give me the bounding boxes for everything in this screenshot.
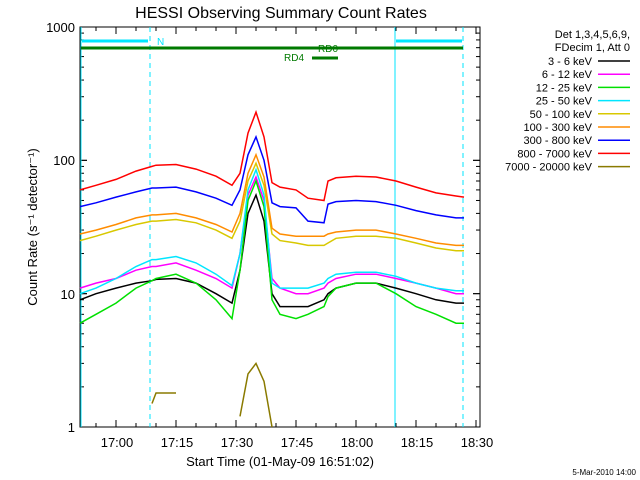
legend-label: 12 - 25 keV xyxy=(536,82,593,94)
series-line-4 xyxy=(79,161,464,252)
x-tick-label: 18:00 xyxy=(341,435,374,450)
series-line-6 xyxy=(79,134,464,224)
legend-label: 7000 - 20000 keV xyxy=(505,162,593,174)
legend-label: 100 - 300 keV xyxy=(524,122,593,134)
series-line-2 xyxy=(79,178,464,324)
y-tick-label: 10 xyxy=(61,287,75,302)
series-line-0 xyxy=(79,192,464,308)
x-tick-label: 18:15 xyxy=(401,435,434,450)
legend: Det 1,3,4,5,6,9, FDecim 1, Att 0 3 - 6 k… xyxy=(505,29,630,174)
legend-header: Det 1,3,4,5,6,9, xyxy=(555,29,630,41)
annotation-rd0: RD0 xyxy=(318,44,338,55)
legend-label: 50 - 100 keV xyxy=(530,109,593,121)
series-line-8 xyxy=(239,361,273,428)
x-tick-label: 17:00 xyxy=(101,435,134,450)
y-tick-label: 100 xyxy=(53,153,75,168)
x-tick-label: 18:30 xyxy=(461,435,494,450)
plot-area: N RD0 RD4 xyxy=(79,26,481,428)
x-tick-label: 17:30 xyxy=(221,435,254,450)
series-lines xyxy=(79,109,465,428)
x-tick-label: 17:45 xyxy=(281,435,314,450)
legend-label: 25 - 50 keV xyxy=(536,96,593,108)
axis-ticks xyxy=(80,26,480,428)
legend-label: 6 - 12 keV xyxy=(542,69,593,81)
y-axis: 1 10 100 1000 Count Rate (s⁻¹ detector⁻¹… xyxy=(25,20,75,435)
x-axis: 17:00 17:15 17:30 17:45 18:00 18:15 18:3… xyxy=(101,435,494,469)
y-tick-label: 1 xyxy=(68,420,75,435)
series-line-5 xyxy=(79,152,464,247)
x-tick-label: 17:15 xyxy=(161,435,194,450)
y-axis-label: Count Rate (s⁻¹ detector⁻¹) xyxy=(25,148,40,306)
legend-header: FDecim 1, Att 0 xyxy=(555,42,630,54)
legend-label: 300 - 800 keV xyxy=(524,135,593,147)
chart-title: HESSI Observing Summary Count Rates xyxy=(135,5,427,22)
x-axis-label: Start Time (01-May-09 16:51:02) xyxy=(186,454,374,469)
series-line-7 xyxy=(79,109,465,202)
annotation-rd4: RD4 xyxy=(284,53,304,64)
legend-label: 800 - 7000 keV xyxy=(517,148,592,160)
plot-frame xyxy=(79,26,481,428)
footer-timestamp: 5-Mar-2010 14:00 xyxy=(572,468,636,477)
series-line-8 xyxy=(151,392,176,404)
series-line-3 xyxy=(79,167,464,295)
legend-label: 3 - 6 keV xyxy=(548,56,593,68)
annotation-night: N xyxy=(157,37,164,48)
y-tick-label: 1000 xyxy=(46,20,75,35)
interval-markers xyxy=(80,27,464,427)
flag-bars: N RD0 RD4 xyxy=(81,37,463,64)
